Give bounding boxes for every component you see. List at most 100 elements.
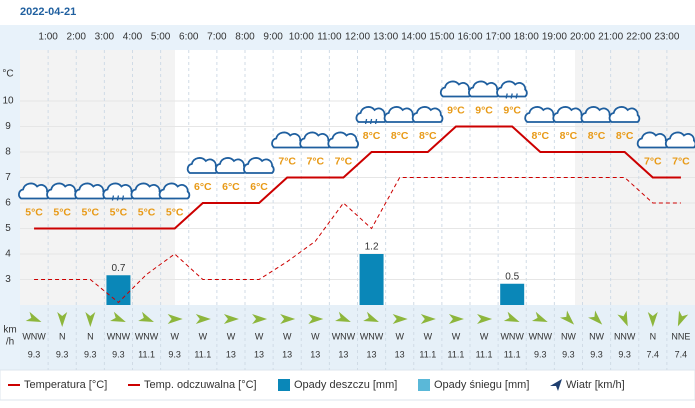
wind-direction: W [395,331,404,341]
wind-speed: 13 [226,349,236,359]
temperature-label: 5°C [25,206,43,218]
wind-arrow-shape [167,314,183,324]
wind-arrow-shape [392,314,408,324]
temperature-label: 7°C [278,155,296,167]
temperature-label: 7°C [644,155,662,167]
x-tick-label: 7:00 [207,32,227,43]
x-tick-label: 1:00 [38,32,58,43]
wind-arrow [448,314,464,324]
x-tick-label: 22:00 [626,32,651,43]
x-tick-label: 12:00 [345,32,370,43]
temperature-label: 8°C [560,130,578,142]
wind-arrow [223,314,239,324]
wind-arrow [280,314,296,324]
wind-arrow [138,311,154,323]
weather-icon [608,106,641,123]
temperature-label: 7°C [307,155,325,167]
chart-title: 2022-04-21 [20,6,76,18]
wind-arrow [363,311,379,323]
temperature-label: 6°C [222,181,240,193]
wind-speed: 9.3 [168,349,181,359]
wind-arrow-shape [448,314,464,324]
wind-arrow-shape [647,312,658,327]
wind-direction: W [227,331,236,341]
wind-speed: 9.3 [112,349,125,359]
x-tick-label: 15:00 [429,32,454,43]
rain-label: 0.5 [505,271,519,282]
temperature-label: 8°C [391,130,409,142]
y-tick-label: 3 [5,274,11,285]
temperature-label: 8°C [588,130,606,142]
wind-arrow-shape [559,310,575,325]
wind-arrow [85,312,96,327]
legend-swatch [278,379,290,391]
x-tick-label: 18:00 [514,32,539,43]
rain-drop [111,195,115,201]
wind-speed: 9.3 [590,349,603,359]
temperature-label: 5°C [82,206,100,218]
wind-speed: 9.3 [562,349,575,359]
temperature-label: 5°C [110,206,128,218]
wind-arrow [252,314,268,324]
temperature-label: 8°C [363,130,381,142]
wind-direction: W [424,331,433,341]
temperature-label: 9°C [475,104,493,116]
temperature-label: 5°C [138,206,156,218]
wind-arrow [588,310,603,325]
hour-header [0,25,695,50]
wind-speed: 9.3 [534,349,547,359]
wind-arrow-shape [85,312,96,327]
y-tick-label: 6 [5,198,11,209]
wind-arrow [335,311,351,323]
temperature-label: 9°C [503,104,521,116]
rain-drop [505,93,508,99]
wind-arrow [677,310,689,327]
rain-drop [515,93,518,99]
wind-direction: W [170,331,179,341]
wind-direction: WNW [332,331,356,341]
wind-arrow [167,314,183,324]
legend-swatch [550,379,562,391]
wind-speed: 11.1 [138,349,155,359]
wind-direction: W [480,331,489,341]
wind-arrow [110,311,126,323]
temperature-label: 7°C [672,155,690,167]
wind-arrow-shape [617,310,628,327]
temperature-label: 5°C [166,206,184,218]
wind-arrow-shape [588,310,603,325]
x-tick-label: 11:00 [317,32,342,43]
wind-direction: NW [561,331,576,341]
x-tick-label: 23:00 [654,32,679,43]
x-tick-label: 10:00 [289,32,314,43]
x-tick-label: 17:00 [486,32,511,43]
temperature-label: 8°C [616,130,634,142]
wind-arrow-shape [110,311,126,323]
wind-direction: W [452,331,461,341]
wind-direction: WNW [107,331,131,341]
wind-speed: 11.1 [194,349,211,359]
wind-arrow-shape [223,314,239,324]
wind-arrow-shape [308,314,324,324]
temperature-label: 6°C [250,181,268,193]
rain-label: 0.7 [111,263,125,274]
wind-speed: 7.4 [647,349,660,359]
y-tick-label: 5 [5,223,11,234]
wind-speed: 13 [395,349,405,359]
wind-direction: W [199,331,208,341]
wind-direction: WNW [360,331,384,341]
x-tick-label: 5:00 [151,32,171,43]
wind-arrow [617,310,628,327]
temperature-line [34,125,681,230]
x-tick-label: 20:00 [570,32,595,43]
wind-unit: km [3,325,16,336]
y-tick-label: 8 [5,147,11,158]
x-tick-label: 6:00 [179,32,199,43]
rain-drop [374,118,378,125]
wind-direction: N [59,331,66,341]
wind-arrow-shape [57,312,68,327]
weather-icon [411,106,444,123]
wind-direction: N [87,331,94,341]
y-tick-label: 7 [5,172,11,183]
wind-arrow [503,311,520,323]
wind-arrow [25,311,42,323]
